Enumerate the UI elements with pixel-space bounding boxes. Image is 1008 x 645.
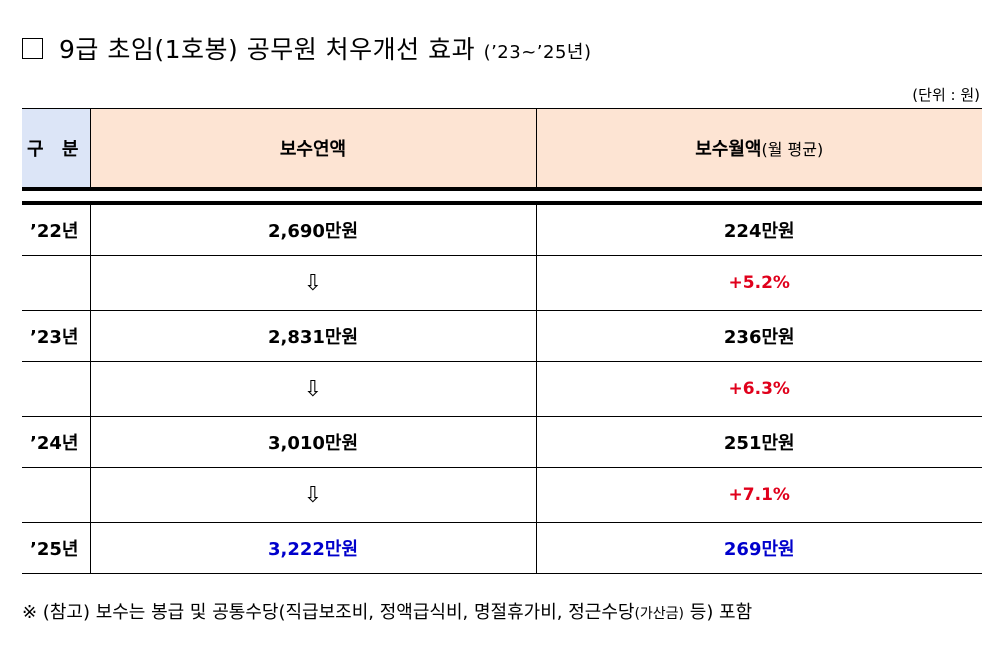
checkbox-square-icon bbox=[22, 38, 43, 59]
row-monthly: 224만원 bbox=[535, 202, 982, 256]
row-monthly: 269만원 bbox=[535, 522, 982, 574]
row-monthly: 236만원 bbox=[535, 310, 982, 362]
table-row: ’22년 2,690만원 224만원 bbox=[22, 202, 982, 256]
table-row: ’25년 3,222만원 269만원 bbox=[22, 522, 982, 574]
header-separator bbox=[22, 187, 982, 205]
increase-rate: +7.1% bbox=[535, 467, 982, 523]
row-annual: 2,831만원 bbox=[89, 310, 537, 362]
rate-row: ⇩ +5.2% bbox=[22, 255, 982, 311]
header-category: 구 분 bbox=[22, 108, 91, 190]
row-year: ’24년 bbox=[22, 416, 91, 468]
title-main: 9급 초임(1호봉) 공무원 처우개선 효과 bbox=[59, 35, 476, 64]
salary-table: 구 분 보수연액 보수월액(월 평균) ’22년 2,690만원 224만원 ⇩… bbox=[22, 108, 982, 574]
row-year: ’22년 bbox=[22, 202, 91, 256]
row-monthly: 251만원 bbox=[535, 416, 982, 468]
table-row: ’23년 2,831만원 236만원 bbox=[22, 310, 982, 362]
rate-row: ⇩ +7.1% bbox=[22, 467, 982, 523]
footnote-small: (가산금) bbox=[634, 606, 685, 622]
footnote-main: ※ (참고) 보수는 봉급 및 공통수당(직급보조비, 정액급식비, 명절휴가비… bbox=[22, 602, 635, 623]
row-year: ’23년 bbox=[22, 310, 91, 362]
rate-row: ⇩ +6.3% bbox=[22, 361, 982, 417]
row-annual: 3,222만원 bbox=[89, 522, 537, 574]
header-annual: 보수연액 bbox=[89, 108, 537, 190]
unit-label: (단위 : 원) bbox=[912, 86, 980, 104]
header-monthly-label: 보수월액 bbox=[695, 139, 762, 160]
increase-rate: +5.2% bbox=[535, 255, 982, 311]
title-period: (’23~’25년) bbox=[483, 42, 592, 63]
down-arrow-icon: ⇩ bbox=[89, 361, 537, 417]
footnote: ※ (참고) 보수는 봉급 및 공통수당(직급보조비, 정액급식비, 명절휴가비… bbox=[22, 598, 752, 624]
row-year: ’25년 bbox=[22, 522, 91, 574]
increase-rate: +6.3% bbox=[535, 361, 982, 417]
page-title: 9급 초임(1호봉) 공무원 처우개선 효과 (’23~’25년) bbox=[22, 30, 592, 66]
row-annual: 3,010만원 bbox=[89, 416, 537, 468]
footnote-end: 등) 포함 bbox=[684, 602, 753, 623]
header-monthly-note: (월 평균) bbox=[761, 140, 824, 159]
row-annual: 2,690만원 bbox=[89, 202, 537, 256]
header-monthly: 보수월액(월 평균) bbox=[535, 108, 982, 190]
down-arrow-icon: ⇩ bbox=[89, 255, 537, 311]
table-row: ’24년 3,010만원 251만원 bbox=[22, 416, 982, 468]
header-row: 구 분 보수연액 보수월액(월 평균) bbox=[22, 108, 982, 190]
down-arrow-icon: ⇩ bbox=[89, 467, 537, 523]
